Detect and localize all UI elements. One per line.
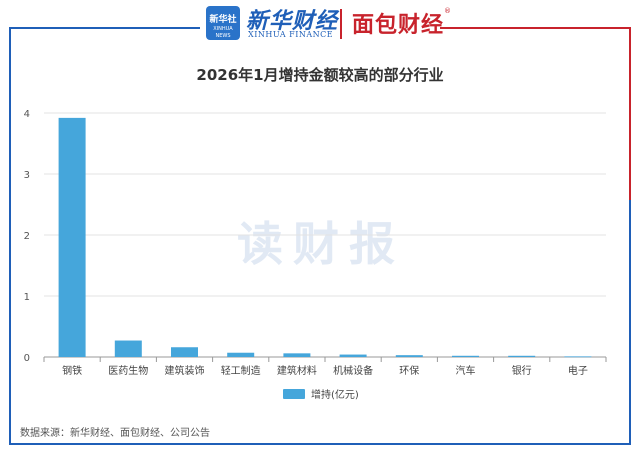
- x-tick-label: 银行: [512, 364, 532, 377]
- bar-2: [114, 340, 142, 357]
- y-tick-label: 1: [24, 292, 30, 303]
- data-source: 数据来源：新华财经、面包财经、公司公告: [20, 428, 210, 439]
- xinhua-logo: 新华社 XINHUA NEWS: [206, 6, 240, 40]
- xinhua-logo-en: XINHUA NEWS: [213, 26, 233, 39]
- axis-layer: 0 1 2 3 4 钢铁 医药生物 建筑装饰 轻工制造 建筑材料 机械设备 环保 汽车 银行 电子: [24, 109, 607, 377]
- registered-mark: ®: [444, 7, 453, 15]
- legend-swatch: [283, 388, 305, 399]
- bar-9: [508, 355, 536, 357]
- x-tick-label: 钢铁: [62, 364, 82, 377]
- bar-layer: [58, 117, 592, 358]
- watermark: 读财报: [237, 217, 405, 271]
- x-tick-label: 轻工制造: [221, 364, 261, 377]
- y-tick-label: 4: [24, 109, 30, 120]
- bar-4: [227, 352, 255, 357]
- bar-7: [395, 355, 423, 357]
- bar-1: [58, 117, 86, 357]
- logo-divider: [340, 9, 342, 39]
- x-tick-label: 建筑装饰: [165, 364, 205, 377]
- mianbao-logo-text: 面包财经: [352, 13, 445, 38]
- y-tick-label: 0: [24, 353, 30, 364]
- legend[interactable]: 增持(亿元): [283, 386, 359, 401]
- legend-label: 增持(亿元): [311, 390, 359, 401]
- xinhua-finance-logo-cn: 新华财经: [246, 8, 339, 34]
- grid-layer: [44, 112, 606, 358]
- bar-5: [283, 353, 311, 357]
- x-tick-label: 环保: [399, 364, 419, 377]
- x-tick-label: 汽车: [456, 364, 476, 377]
- y-tick-label: 2: [24, 231, 30, 242]
- x-tick-label: 医药生物: [108, 364, 148, 377]
- chart-title: 2026年1月增持金额较高的部分行业: [196, 66, 444, 84]
- mianbao-finance-logo: 面包财经®: [352, 7, 452, 39]
- bar-10: [564, 356, 592, 358]
- bar-6: [339, 354, 367, 357]
- xinhua-logo-cn: 新华社: [209, 15, 237, 25]
- y-tick-label: 3: [24, 170, 30, 181]
- bar-8: [452, 355, 479, 357]
- header: 新华社 XINHUA NEWS 新华财经 XINHUA FINANCE 面包财经…: [0, 0, 640, 44]
- xinhua-finance-logo-en: XINHUA FINANCE: [248, 30, 334, 39]
- x-tick-label: 电子: [568, 364, 588, 377]
- bar-3: [171, 347, 198, 357]
- x-tick-label: 建筑材料: [277, 364, 317, 377]
- x-tick-label: 机械设备: [333, 364, 373, 377]
